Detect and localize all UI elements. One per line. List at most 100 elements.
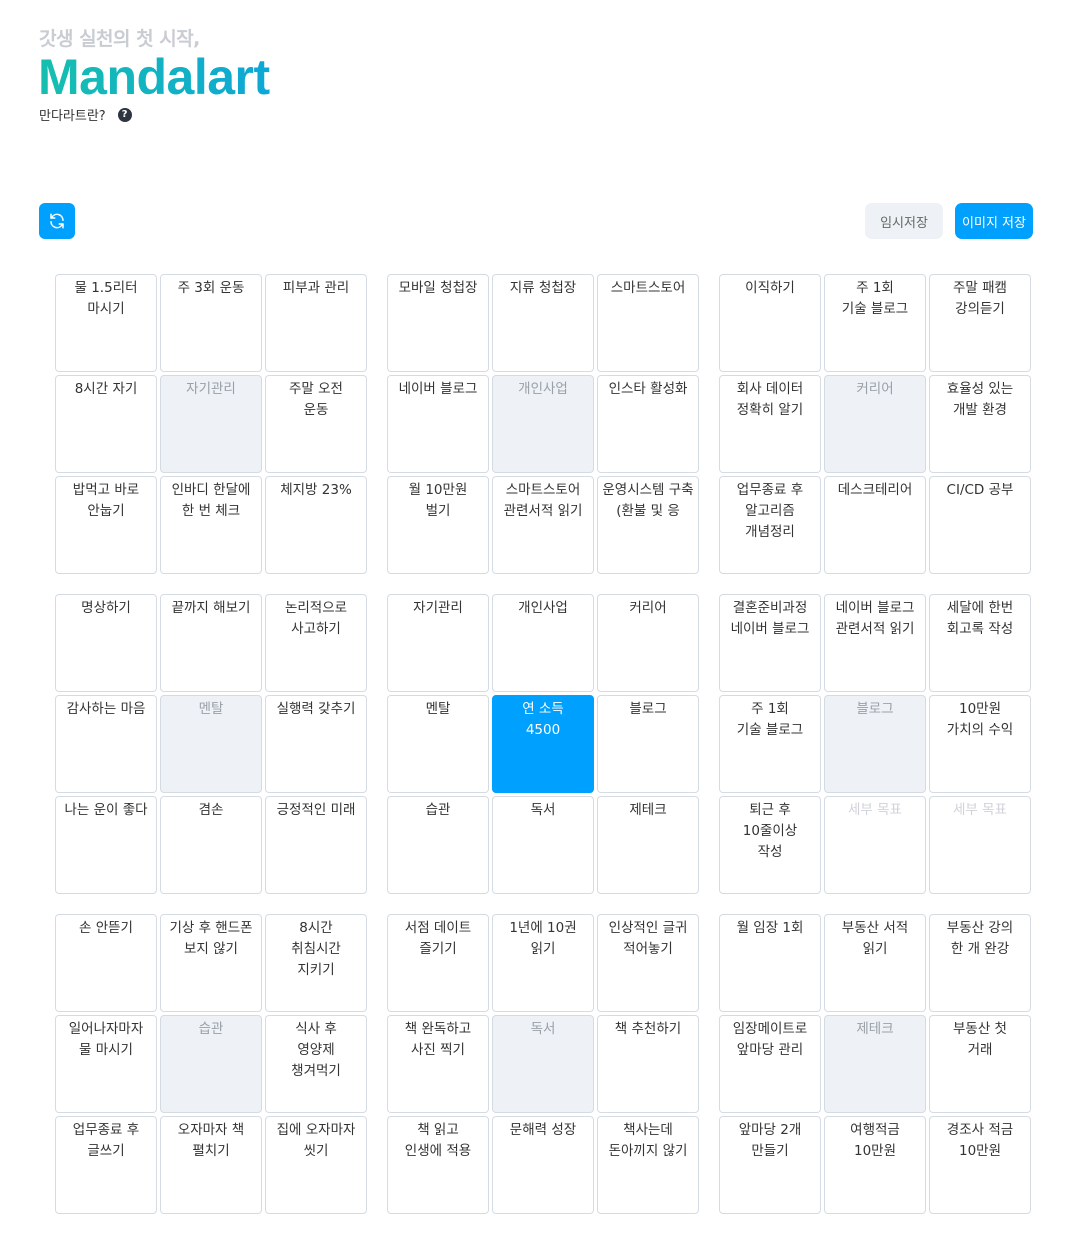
goal-cell[interactable]: 감사하는 마음 (55, 695, 157, 793)
app-title: Mandalart (38, 49, 270, 105)
sub-goal-center-cell[interactable]: 자기관리 (160, 375, 262, 473)
goal-cell[interactable]: 인바디 한달에 한 번 체크 (160, 476, 262, 574)
goal-cell[interactable]: 실행력 갖추기 (265, 695, 367, 793)
goal-cell[interactable]: 자기관리 (387, 594, 489, 692)
goal-cell[interactable]: 여행적금 10만원 (824, 1116, 926, 1214)
goal-cell[interactable]: 문해력 성장 (492, 1116, 594, 1214)
main-goal-cell[interactable]: 연 소득 4500 (492, 695, 594, 793)
sub-goal-center-cell[interactable]: 블로그 (824, 695, 926, 793)
goal-cell[interactable]: 월 10만원 벌기 (387, 476, 489, 574)
what-is-mandalart-link[interactable]: 만다라트란? ? (39, 105, 132, 124)
goal-cell[interactable]: 스마트스토어 관련서적 읽기 (492, 476, 594, 574)
goal-cell[interactable]: 개인사업 (492, 594, 594, 692)
goal-cell[interactable]: 나는 운이 좋다 (55, 796, 157, 894)
goal-cell[interactable]: 지류 청첩장 (492, 274, 594, 372)
goal-cell[interactable]: 독서 (492, 796, 594, 894)
goal-cell[interactable]: 밥먹고 바로 안눕기 (55, 476, 157, 574)
goal-cell[interactable]: 주말 패캠 강의듣기 (929, 274, 1031, 372)
goal-cell[interactable]: 책 완독하고 사진 찍기 (387, 1015, 489, 1113)
goal-cell[interactable]: 블로그 (597, 695, 699, 793)
goal-cell[interactable]: 부동산 첫 거래 (929, 1015, 1031, 1113)
mandalart-block: 물 1.5리터 마시기 주 3회 운동 피부과 관리 8시간 자기 자기관리 주말 오전 … (55, 274, 367, 574)
goal-cell[interactable]: 8시간 취침시간 지키기 (265, 914, 367, 1012)
goal-cell[interactable]: 업무종료 후 알고리즘 개념정리 (719, 476, 821, 574)
goal-cell[interactable]: 세달에 한번 회고록 작성 (929, 594, 1031, 692)
subtitle: 갓생 실천의 첫 시작, (39, 28, 200, 50)
goal-cell[interactable]: 피부과 관리 (265, 274, 367, 372)
goal-cell[interactable]: 앞마당 2개 만들기 (719, 1116, 821, 1214)
temp-save-button[interactable]: 임시저장 (865, 203, 943, 239)
goal-cell[interactable]: 주 3회 운동 (160, 274, 262, 372)
goal-cell[interactable]: 임장메이트로 앞마당 관리 (719, 1015, 821, 1113)
goal-cell[interactable]: 명상하기 (55, 594, 157, 692)
goal-cell[interactable]: 8시간 자기 (55, 375, 157, 473)
what-is-label: 만다라트란? (39, 109, 106, 124)
goal-cell[interactable]: 긍정적인 미래 (265, 796, 367, 894)
goal-cell[interactable]: 결혼준비과정 네이버 블로그 (719, 594, 821, 692)
goal-cell[interactable]: 서점 데이트 즐기기 (387, 914, 489, 1012)
goal-cell[interactable]: 제테크 (597, 796, 699, 894)
goal-cell[interactable]: 10만원 가치의 수익 (929, 695, 1031, 793)
goal-cell[interactable]: 논리적으로 사고하기 (265, 594, 367, 692)
goal-cell[interactable]: 습관 (387, 796, 489, 894)
goal-cell[interactable]: 인스타 활성화 (597, 375, 699, 473)
goal-cell[interactable]: 주말 오전 운동 (265, 375, 367, 473)
goal-cell[interactable]: 주 1회 기술 블로그 (719, 695, 821, 793)
goal-cell[interactable]: 식사 후 영양제 챙겨먹기 (265, 1015, 367, 1113)
refresh-button[interactable] (39, 203, 75, 239)
goal-cell[interactable]: 끝까지 해보기 (160, 594, 262, 692)
goal-cell[interactable]: 멘탈 (387, 695, 489, 793)
sub-goal-center-cell[interactable]: 커리어 (824, 375, 926, 473)
goal-cell[interactable]: 집에 오자마자 씻기 (265, 1116, 367, 1214)
goal-cell[interactable]: 1년에 10권 읽기 (492, 914, 594, 1012)
goal-cell[interactable]: 체지방 23% (265, 476, 367, 574)
goal-cell[interactable]: 운영시스템 구축 (환불 및 응 (597, 476, 699, 574)
empty-goal-cell[interactable]: 세부 목표 (824, 796, 926, 894)
sub-goal-center-cell[interactable]: 독서 (492, 1015, 594, 1113)
goal-cell[interactable]: CI/CD 공부 (929, 476, 1031, 574)
goal-cell[interactable]: 인상적인 글귀 적어놓기 (597, 914, 699, 1012)
goal-cell[interactable]: 데스크테리어 (824, 476, 926, 574)
goal-cell[interactable]: 기상 후 핸드폰 보지 않기 (160, 914, 262, 1012)
goal-cell[interactable]: 커리어 (597, 594, 699, 692)
goal-cell[interactable]: 겸손 (160, 796, 262, 894)
goal-cell[interactable]: 스마트스토어 (597, 274, 699, 372)
goal-cell[interactable]: 손 안뜯기 (55, 914, 157, 1012)
goal-cell[interactable]: 퇴근 후 10줄이상 작성 (719, 796, 821, 894)
mandalart-grid: 물 1.5리터 마시기 주 3회 운동 피부과 관리 8시간 자기 자기관리 주말 오전 … (55, 274, 1031, 1214)
goal-cell[interactable]: 부동산 강의 한 개 완강 (929, 914, 1031, 1012)
goal-cell[interactable]: 모바일 청첩장 (387, 274, 489, 372)
question-circle-icon[interactable]: ? (117, 107, 132, 122)
goal-cell[interactable]: 책 읽고 인생에 적용 (387, 1116, 489, 1214)
goal-cell[interactable]: 회사 데이터 정확히 알기 (719, 375, 821, 473)
goal-cell[interactable]: 효율성 있는 개발 환경 (929, 375, 1031, 473)
goal-cell[interactable]: 책사는데 돈아끼지 않기 (597, 1116, 699, 1214)
goal-cell[interactable]: 네이버 블로그 관련서적 읽기 (824, 594, 926, 692)
goal-cell[interactable]: 주 1회 기술 블로그 (824, 274, 926, 372)
empty-goal-cell[interactable]: 세부 목표 (929, 796, 1031, 894)
goal-cell[interactable]: 일어나자마자 물 마시기 (55, 1015, 157, 1113)
goal-cell[interactable]: 부동산 서적 읽기 (824, 914, 926, 1012)
goal-cell[interactable]: 월 임장 1회 (719, 914, 821, 1012)
mandalart-block: 결혼준비과정 네이버 블로그 네이버 블로그 관련서적 읽기 세달에 한번 회고록 … (719, 594, 1031, 894)
goal-cell[interactable]: 이직하기 (719, 274, 821, 372)
goal-cell[interactable]: 책 추천하기 (597, 1015, 699, 1113)
sub-goal-center-cell[interactable]: 제테크 (824, 1015, 926, 1113)
sub-goal-center-cell[interactable]: 개인사업 (492, 375, 594, 473)
refresh-icon (50, 213, 64, 229)
goal-cell[interactable]: 네이버 블로그 (387, 375, 489, 473)
goal-cell[interactable]: 업무종료 후 글쓰기 (55, 1116, 157, 1214)
image-save-button[interactable]: 이미지 저장 (955, 203, 1033, 239)
goal-cell[interactable]: 물 1.5리터 마시기 (55, 274, 157, 372)
goal-cell[interactable]: 경조사 적금 10만원 (929, 1116, 1031, 1214)
goal-cell[interactable]: 오자마자 책 펼치기 (160, 1116, 262, 1214)
sub-goal-center-cell[interactable]: 멘탈 (160, 695, 262, 793)
sub-goal-center-cell[interactable]: 습관 (160, 1015, 262, 1113)
